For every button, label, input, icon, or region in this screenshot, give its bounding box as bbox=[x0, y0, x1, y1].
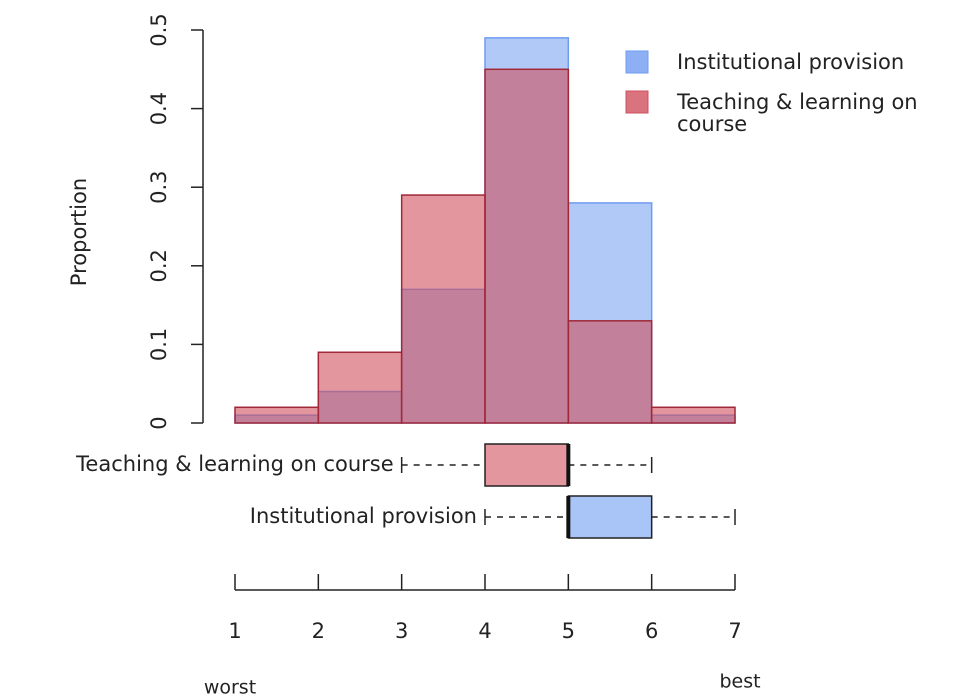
legend-label: Teaching & learning on course bbox=[677, 90, 918, 136]
boxplot-label: Institutional provision bbox=[250, 504, 477, 528]
x-tick-label: 1 bbox=[228, 619, 241, 643]
x-tick-label: 4 bbox=[478, 619, 491, 643]
y-tick-label: 0 bbox=[147, 416, 171, 429]
histogram-bar bbox=[567, 320, 653, 424]
y-tick-label: 0.1 bbox=[147, 328, 171, 361]
x-tick-label: 5 bbox=[562, 619, 575, 643]
annotation: best bbox=[719, 671, 760, 693]
y-axis-label: Proportion bbox=[67, 178, 91, 286]
x-tick-label: 7 bbox=[728, 619, 741, 643]
y-tick-label: 0.4 bbox=[147, 92, 171, 125]
histogram-bar bbox=[484, 68, 570, 424]
histogram-bar bbox=[317, 351, 403, 424]
x-tick-label: 3 bbox=[395, 619, 408, 643]
legend-label: Institutional provision bbox=[677, 50, 905, 74]
y-tick-label: 0.2 bbox=[147, 249, 171, 282]
histogram-bar bbox=[234, 406, 320, 424]
x-tick-label: 6 bbox=[645, 619, 658, 643]
box bbox=[484, 443, 570, 487]
legend-swatch bbox=[625, 50, 649, 74]
legend-swatch bbox=[625, 90, 649, 114]
x-tick-label: 2 bbox=[312, 619, 325, 643]
box bbox=[567, 495, 653, 539]
annotation: worst bbox=[204, 677, 256, 699]
histogram-bar bbox=[650, 406, 736, 424]
histogram-bar bbox=[400, 194, 486, 424]
y-tick-label: 0.5 bbox=[147, 13, 171, 46]
boxplot-label: Teaching & learning on course bbox=[75, 452, 393, 476]
y-tick-label: 0.3 bbox=[147, 170, 171, 203]
